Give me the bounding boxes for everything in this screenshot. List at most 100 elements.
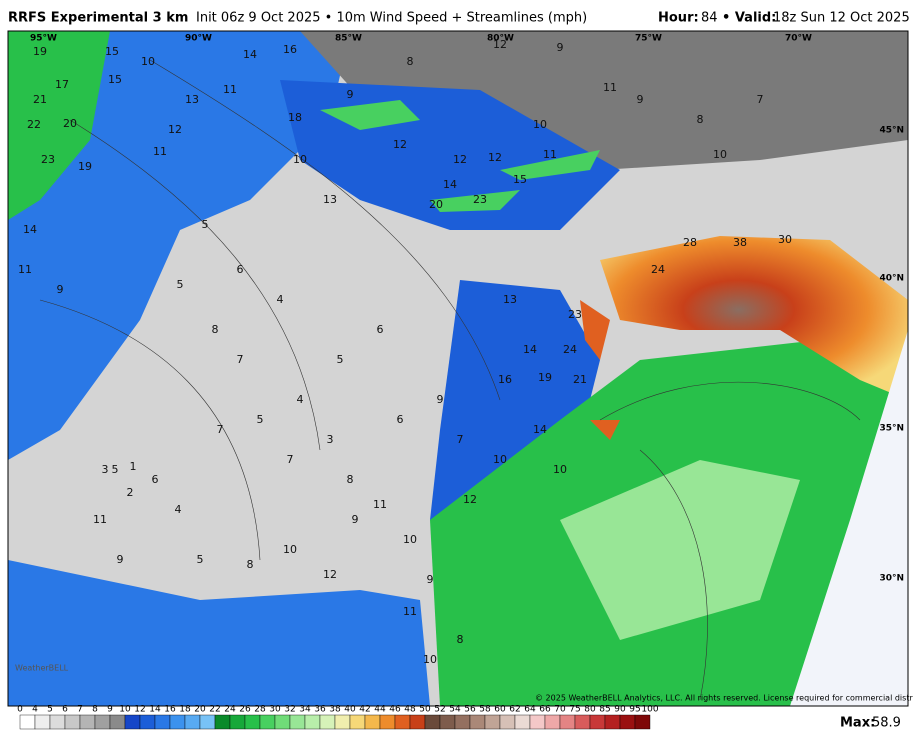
wind-speed-label: 9: [437, 393, 444, 406]
wind-speed-label: 10: [141, 55, 155, 68]
colorbar-tick-label: 6: [62, 705, 68, 715]
colorbar-swatch: [139, 714, 156, 730]
colorbar-swatch: [364, 714, 381, 730]
wind-speed-label: 8: [347, 473, 354, 486]
colorbar-tick-label: 85: [599, 705, 610, 715]
wind-speed-label: 10: [533, 118, 547, 131]
wind-speed-label: 5: [337, 353, 344, 366]
colorbar-swatch: [109, 714, 126, 730]
wind-speed-label: 19: [538, 371, 552, 384]
colorbar-tick-label: 24: [224, 705, 236, 715]
wind-speed-label: 14: [23, 223, 37, 236]
colorbar-tick-label: 9: [107, 705, 113, 715]
colorbar-tick-label: 52: [434, 705, 445, 715]
colorbar-tick-label: 10: [119, 705, 131, 715]
wind-speed-label: 12: [493, 38, 507, 51]
colorbar-tick-label: 34: [299, 705, 311, 715]
wind-speed-label: 8: [457, 633, 464, 646]
hour-label: Hour:: [658, 11, 699, 26]
wind-speed-label: 9: [347, 88, 354, 101]
wind-speed-label: 4: [175, 503, 182, 516]
wind-speed-label: 18: [288, 111, 302, 124]
wind-speed-label: 17: [55, 78, 69, 91]
longitude-label: 90°W: [185, 34, 212, 44]
wind-speed-label: 28: [683, 236, 697, 249]
wind-speed-label: 12: [453, 153, 467, 166]
colorbar-swatch: [244, 714, 261, 730]
latitude-label: 30°N: [879, 574, 904, 584]
colorbar-tick-label: 5: [47, 705, 53, 715]
longitude-label: 85°W: [335, 34, 362, 44]
colorbar-tick-label: 56: [464, 705, 476, 715]
wind-speed-label: 14: [243, 48, 257, 61]
colorbar-swatch: [439, 714, 456, 730]
colorbar-swatch: [379, 714, 396, 730]
wind-speed-label: 3: [327, 433, 334, 446]
wind-speed-label: 4: [297, 393, 304, 406]
max-value: 58.9: [872, 716, 901, 731]
wind-speed-label: 30: [778, 233, 792, 246]
colorbar-swatch: [184, 714, 201, 730]
colorbar-swatch: [424, 714, 441, 730]
wind-speed-label: 14: [533, 423, 547, 436]
colorbar-tick-label: 75: [569, 705, 580, 715]
wind-speed-label: 10: [293, 153, 307, 166]
colorbar-tick-label: 38: [329, 705, 341, 715]
wind-speed-label: 12: [168, 123, 182, 136]
wind-speed-label: 20: [429, 198, 443, 211]
wind-speed-label: 11: [543, 148, 557, 161]
wind-speed-label: 5: [197, 553, 204, 566]
colorbar-swatch: [124, 714, 141, 730]
wind-speed-label: 6: [152, 473, 159, 486]
colorbar-swatch: [169, 714, 186, 730]
wind-speed-label: 7: [287, 453, 294, 466]
colorbar-swatch: [409, 714, 426, 730]
model-title: RRFS Experimental 3 km: [8, 11, 188, 26]
wind-speed-label: 19: [78, 160, 92, 173]
colorbar-swatch: [49, 714, 66, 730]
colorbar-swatch: [484, 714, 501, 730]
colorbar-tick-label: 46: [389, 705, 401, 715]
max-label: Max:: [840, 716, 875, 731]
wind-speed-label: 11: [153, 145, 167, 158]
latitude-label: 45°N: [879, 126, 904, 136]
colorbar-tick-label: 90: [614, 705, 626, 715]
colorbar-swatch: [199, 714, 216, 730]
wind-speed-label: 9: [427, 573, 434, 586]
colorbar-tick-label: 100: [641, 705, 658, 715]
wind-speed-label: 8: [247, 558, 254, 571]
wind-speed-label: 4: [277, 293, 284, 306]
colorbar-swatch: [319, 714, 336, 730]
colorbar-swatch: [154, 714, 171, 730]
longitude-label: 95°W: [30, 34, 57, 44]
wind-speed-label: 22: [27, 118, 41, 131]
wind-speed-label: 15: [513, 173, 527, 186]
wind-speed-label: 5: [112, 463, 119, 476]
colorbar-swatch: [259, 714, 276, 730]
wind-speed-label: 5: [202, 218, 209, 231]
valid-time: 18z Sun 12 Oct 2025: [773, 11, 910, 26]
longitude-label: 75°W: [635, 34, 662, 44]
colorbar-tick-label: 28: [254, 705, 266, 715]
colorbar-tick-label: 40: [344, 705, 356, 715]
colorbar-tick-label: 42: [359, 705, 370, 715]
colorbar-tick-label: 58: [479, 705, 491, 715]
wind-speed-label: 7: [237, 353, 244, 366]
wind-speed-label: 15: [108, 73, 122, 86]
colorbar-swatch: [334, 714, 351, 730]
wind-speed-label: 16: [283, 43, 297, 56]
wind-speed-label: 9: [117, 553, 124, 566]
colorbar-tick-label: 4: [32, 705, 38, 715]
colorbar-swatch: [574, 714, 591, 730]
wind-speed-label: 23: [473, 193, 487, 206]
wind-speed-label: 12: [323, 568, 337, 581]
colorbar-tick-label: 66: [539, 705, 551, 715]
colorbar-swatch: [514, 714, 531, 730]
wind-speed-label: 11: [223, 83, 237, 96]
wind-speed-label: 3: [102, 463, 109, 476]
logo: WeatherBELL: [15, 664, 69, 673]
wind-speed-label: 14: [443, 178, 457, 191]
colorbar-swatch: [349, 714, 366, 730]
wind-speed-label: 10: [713, 148, 727, 161]
